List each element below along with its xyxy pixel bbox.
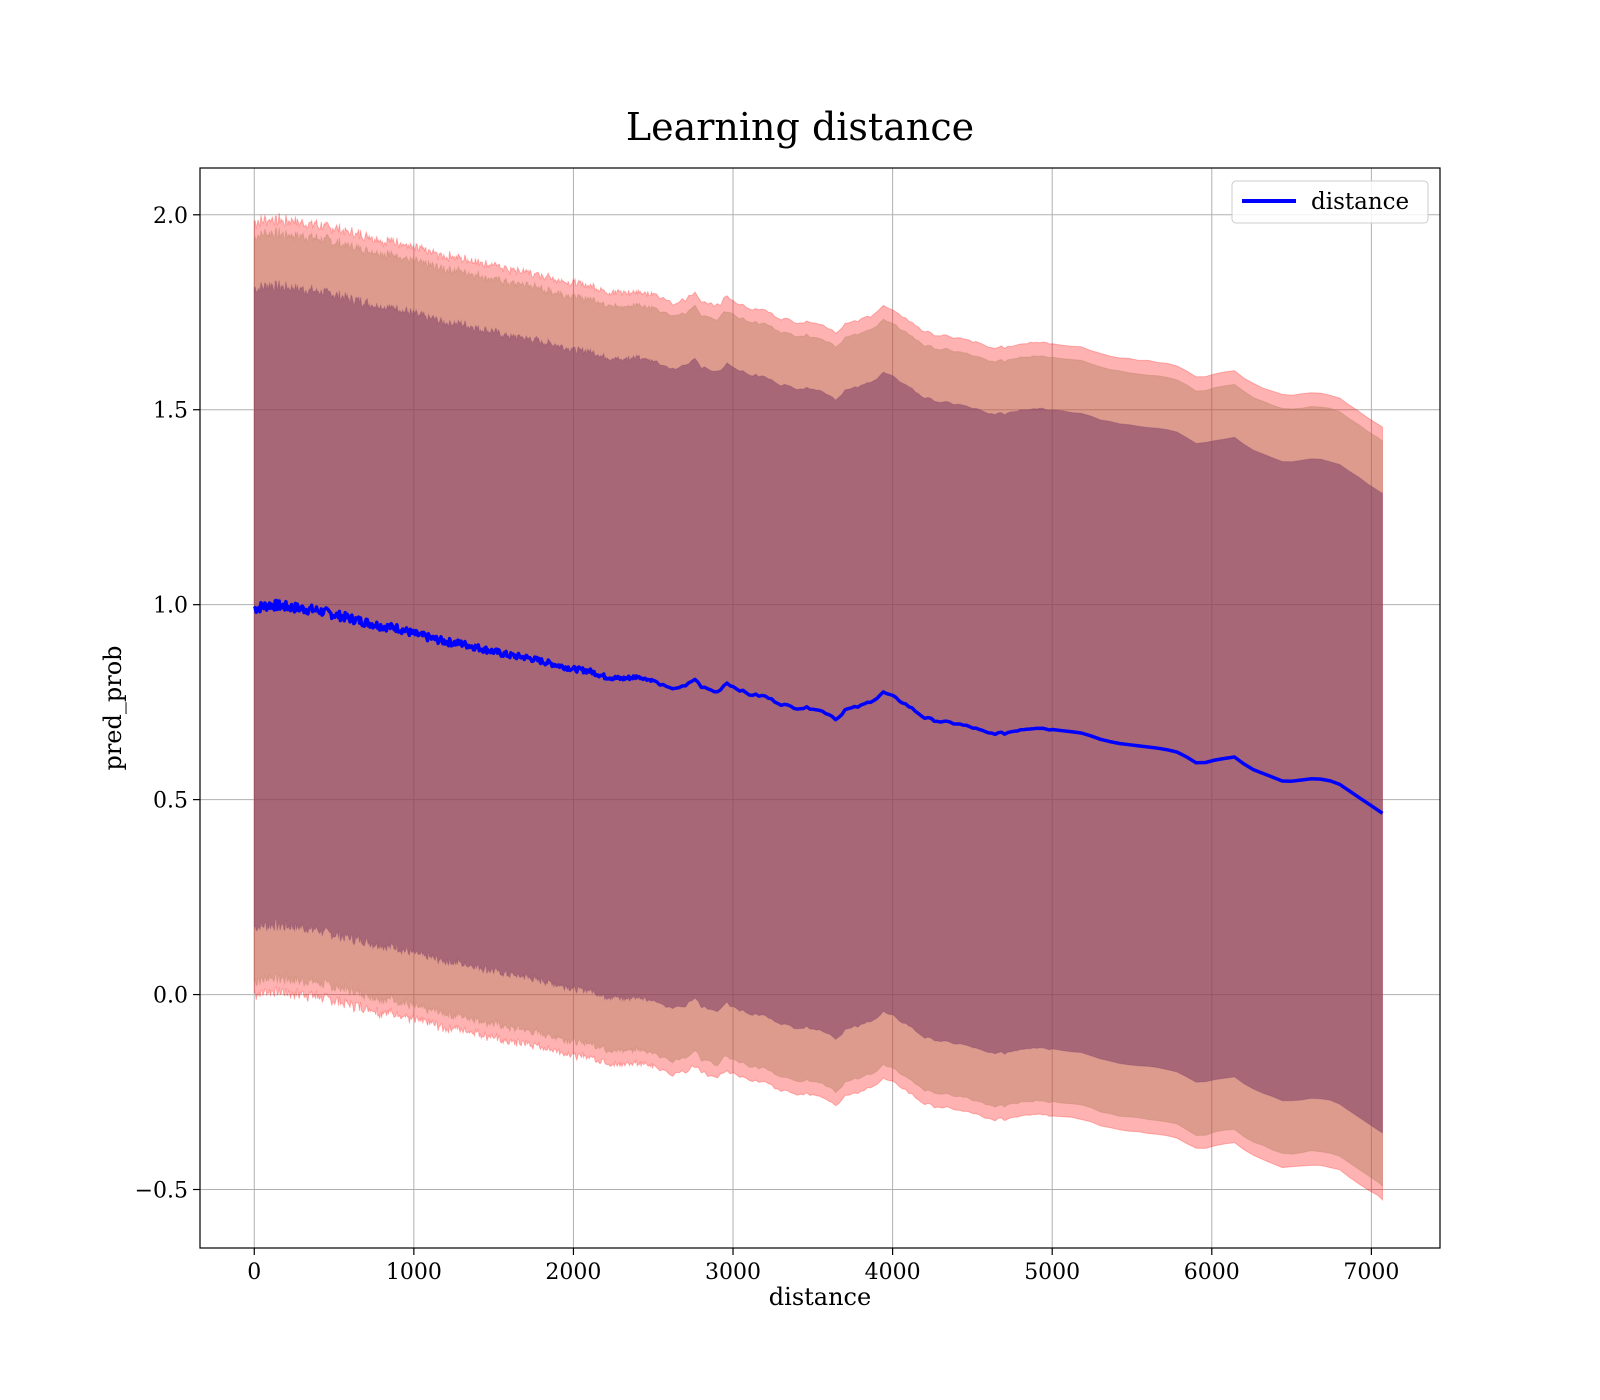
legend: distance [1231,180,1429,224]
y-tick-label: 1.5 [153,399,188,424]
series-line-distance [252,598,1384,815]
x-tick-label: 3000 [705,1260,761,1285]
y-axis-ticks: −0.5 0.0 0.5 1.0 1.5 2.0 [135,204,200,1204]
x-axis-ticks: 0 1000 2000 3000 4000 5000 6000 7000 [247,1248,1399,1285]
x-tick-label: 1000 [386,1260,442,1285]
chart-title: Learning distance [626,105,974,149]
x-axis-title: distance [769,1283,871,1311]
x-tick-label: 5000 [1024,1260,1080,1285]
plot-frame [199,167,1441,1249]
y-tick-label: 0.5 [153,789,188,814]
y-tick-label: 1.0 [153,594,188,619]
x-tick-label: 4000 [865,1260,921,1285]
x-tick-label: 0 [247,1260,261,1285]
y-tick-label: 2.0 [153,204,188,229]
x-tick-label: 2000 [545,1260,601,1285]
confidence-bands [253,212,1383,1202]
series-lines [252,598,1384,815]
y-axis-title: pred_prob [99,645,127,770]
y-tick-label: 0.0 [153,984,188,1009]
legend-label-distance: distance [1311,189,1409,215]
legend-box [1231,180,1429,224]
x-tick-label: 6000 [1184,1260,1240,1285]
band-inner [253,280,1383,1134]
x-tick-label: 7000 [1343,1260,1399,1285]
y-tick-label: −0.5 [135,1179,188,1204]
